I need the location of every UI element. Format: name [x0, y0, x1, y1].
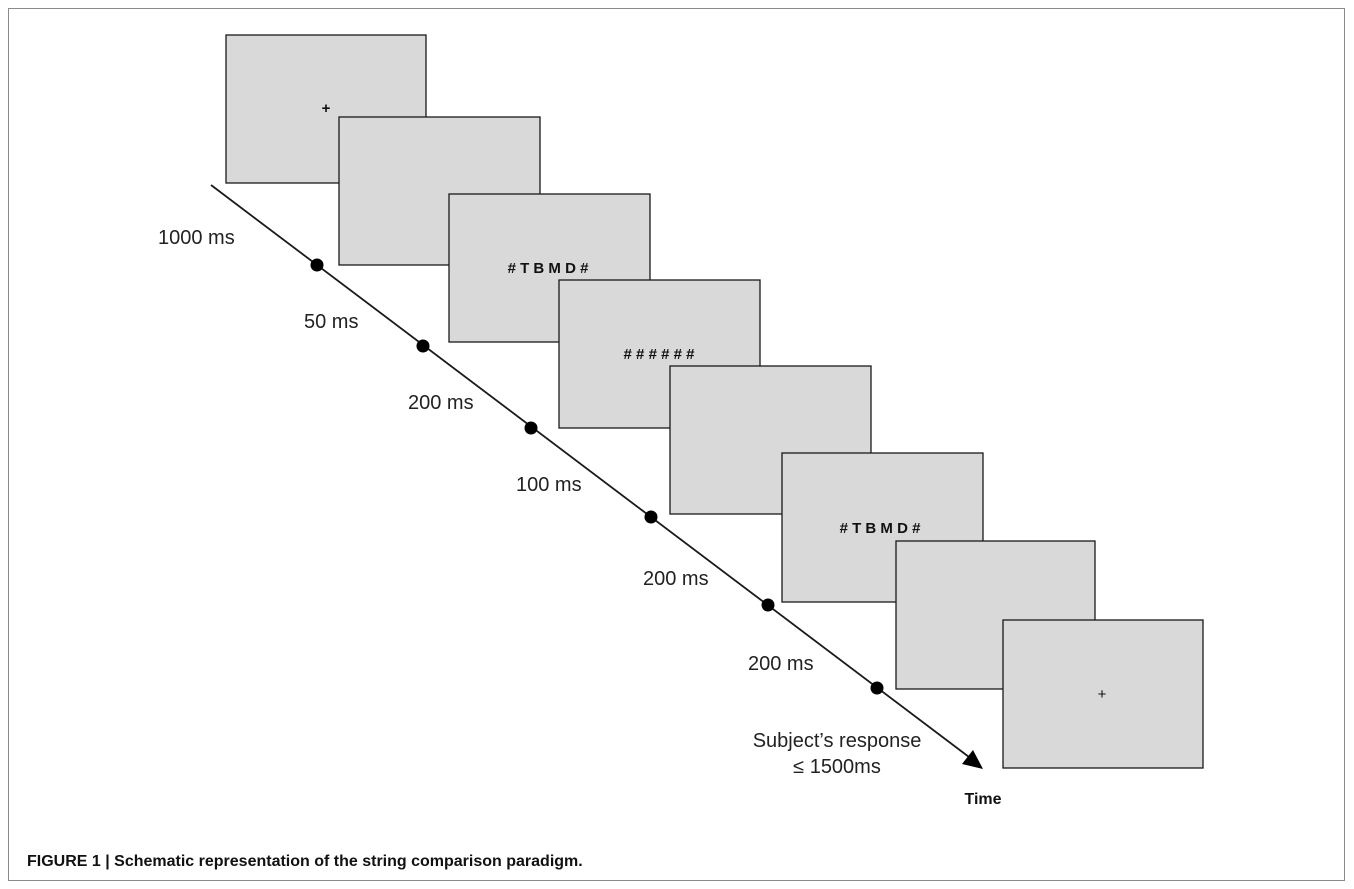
duration-label-3: 200 ms	[408, 392, 474, 414]
time-axis-label: Time	[964, 791, 1001, 808]
screen-3-text: # T B M D #	[508, 260, 590, 277]
screen-8-fixation: +	[1002, 619, 1204, 769]
timeline-dot	[310, 258, 324, 272]
screen-6-text: # T B M D #	[840, 520, 922, 537]
timeline-dot	[870, 681, 884, 695]
timeline-dot	[524, 421, 538, 435]
figure-caption: FIGURE 1 | Schematic representation of t…	[27, 853, 583, 870]
response-label-line1: Subject’s response	[753, 730, 922, 752]
timeline-dot	[416, 339, 430, 353]
response-label-line2: ≤ 1500ms	[793, 756, 881, 778]
duration-label-4: 100 ms	[516, 474, 582, 496]
timeline-dot	[644, 510, 658, 524]
screen-1-text: +	[322, 100, 331, 117]
duration-label-1: 1000 ms	[158, 227, 235, 249]
timeline-line	[210, 184, 970, 758]
timeline-dot	[761, 598, 775, 612]
timeline	[210, 184, 983, 769]
screen-8-text: +	[1098, 686, 1107, 703]
duration-label-6: 200 ms	[748, 653, 814, 675]
duration-label-2: 50 ms	[304, 311, 358, 333]
screen-4-text: # # # # # #	[624, 346, 696, 363]
duration-label-5: 200 ms	[643, 568, 709, 590]
timeline-arrowhead	[962, 750, 983, 769]
screen-4-mask: # # # # # #	[558, 279, 761, 429]
